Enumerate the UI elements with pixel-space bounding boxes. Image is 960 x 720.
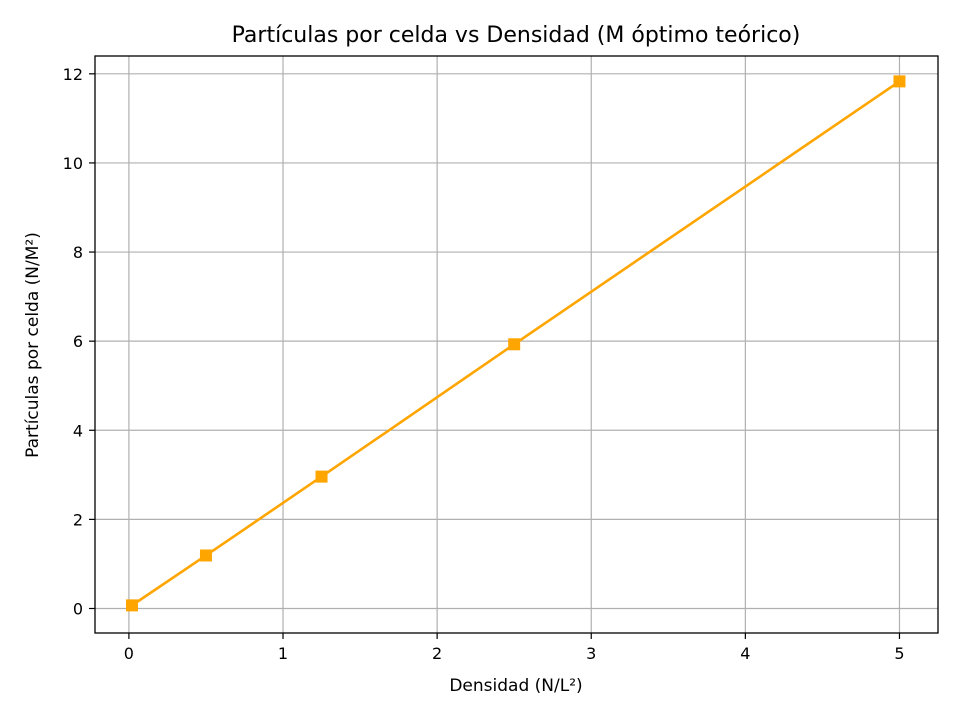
data-point-marker [125, 599, 138, 612]
x-tick-label: 1 [278, 644, 288, 663]
y-tick-label: 2 [73, 510, 83, 529]
x-tick-label: 5 [894, 644, 904, 663]
y-tick-label: 10 [63, 154, 83, 173]
y-tick-label: 12 [63, 65, 83, 84]
x-tick-label: 3 [586, 644, 596, 663]
y-tick-label: 0 [73, 599, 83, 618]
plot-frame [94, 55, 939, 634]
series-layer [125, 75, 906, 612]
y-tick-label: 8 [73, 243, 83, 262]
chart-title: Partículas por celda vs Densidad (M ópti… [232, 23, 801, 48]
data-point-marker [315, 470, 328, 483]
x-tick-label: 0 [124, 644, 134, 663]
grid [95, 56, 938, 633]
y-tick-label: 6 [73, 332, 83, 351]
y-tick-label: 4 [73, 421, 83, 440]
data-point-marker [893, 75, 906, 88]
x-tick-label: 4 [740, 644, 750, 663]
x-tick-label: 2 [432, 644, 442, 663]
y-axis-label: Partículas por celda (N/M²) [23, 232, 43, 458]
x-axis-label: Densidad (N/L²) [449, 676, 582, 696]
data-point-marker [508, 338, 521, 351]
data-point-marker [199, 549, 212, 562]
